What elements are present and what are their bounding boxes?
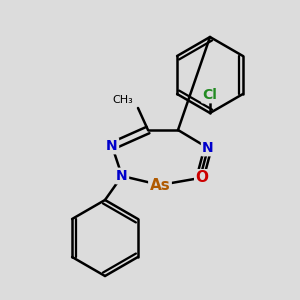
Text: N: N bbox=[106, 139, 118, 153]
Text: As: As bbox=[150, 178, 170, 193]
Text: N: N bbox=[116, 169, 128, 183]
Text: N: N bbox=[202, 141, 214, 155]
Text: CH₃: CH₃ bbox=[112, 95, 133, 105]
Text: O: O bbox=[196, 170, 208, 185]
Text: Cl: Cl bbox=[202, 88, 217, 102]
